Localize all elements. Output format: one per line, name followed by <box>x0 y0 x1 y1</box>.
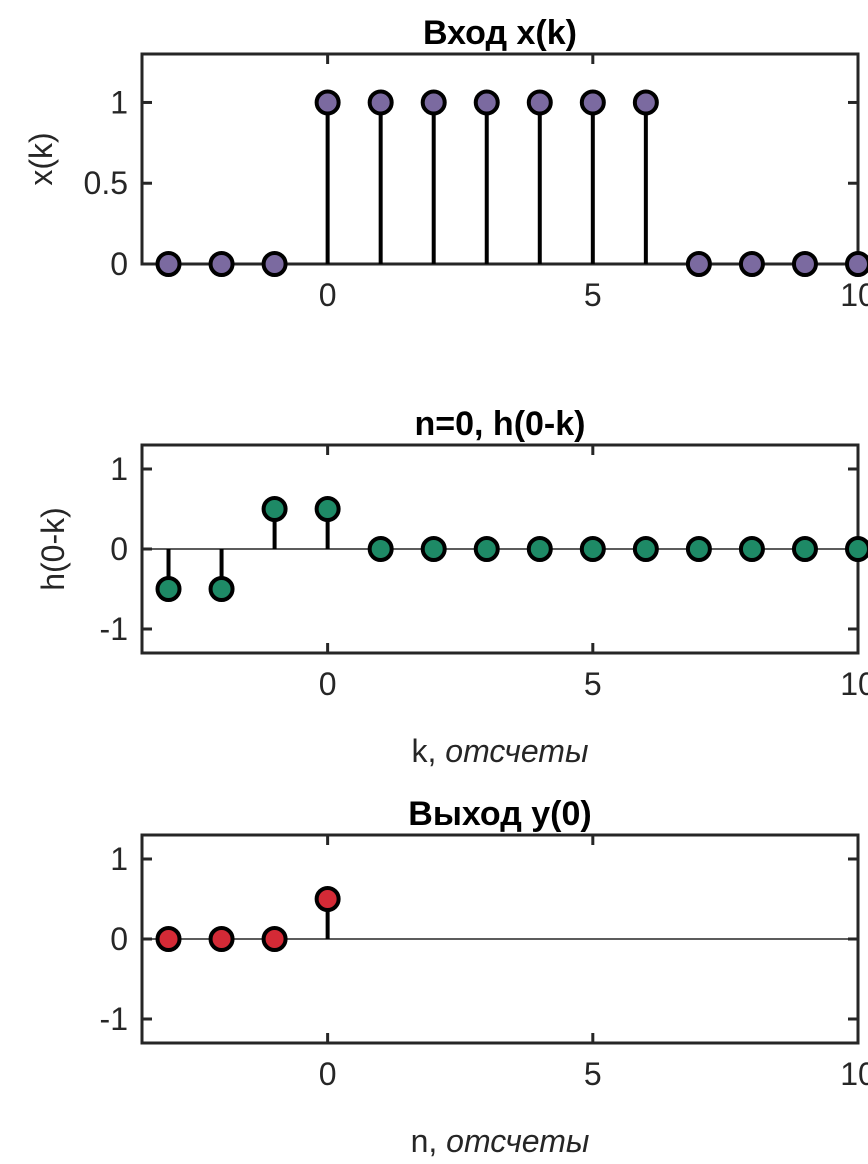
x-tick-label: 5 <box>584 277 602 313</box>
chart-title: Вход x(k) <box>423 14 577 52</box>
plot-area <box>140 52 860 266</box>
stem-marker <box>367 89 394 116</box>
stem-marker <box>420 536 447 562</box>
y-tick-label: 1 <box>110 451 128 487</box>
stem-marker <box>579 89 606 116</box>
stem-marker <box>314 89 341 116</box>
y-tick-label: -1 <box>100 611 128 647</box>
chart-panel-2: 0 5 10 -1 0 1 n=0, h(0-k) h(0-k) k, отсчеты <box>35 405 868 769</box>
x-axis-label: k, отсчеты <box>411 733 588 769</box>
stem-marker <box>155 926 182 952</box>
stem-marker <box>420 89 447 116</box>
stem-marker <box>208 251 235 277</box>
stem-marker <box>261 926 288 952</box>
x-axis-label-unit: отсчеты <box>446 1123 589 1159</box>
stem-marker <box>208 576 235 602</box>
stem-marker <box>155 251 182 277</box>
y-tick-label: 1 <box>110 84 128 120</box>
x-tick-label: 0 <box>319 666 337 702</box>
stem-marker <box>579 536 606 562</box>
x-axis-label-unit: отсчеты <box>445 733 588 769</box>
stem-marker <box>632 536 659 562</box>
stem-marker <box>261 496 288 522</box>
stem-marker <box>738 536 765 562</box>
stem-marker <box>473 89 500 116</box>
stem-marker <box>685 251 712 277</box>
stem-marker <box>845 251 868 277</box>
x-axis-label-variable: k, <box>411 733 445 769</box>
stem-marker <box>791 536 818 562</box>
stem-marker <box>791 251 818 277</box>
y-tick-label: -1 <box>100 1001 128 1037</box>
x-tick-label: 0 <box>319 277 337 313</box>
y-axis-label: h(0-k) <box>35 507 71 591</box>
stem-marker <box>526 89 553 116</box>
x-tick-label: 10 <box>840 1056 868 1092</box>
stem-marker <box>261 251 288 277</box>
y-tick-label: 0 <box>110 246 128 282</box>
stem-marker <box>367 536 394 562</box>
stem-marker <box>526 536 553 562</box>
y-tick-label: 0 <box>110 531 128 567</box>
stem-marker <box>208 926 235 952</box>
stem-marker <box>685 536 712 562</box>
stem-marker <box>314 496 341 522</box>
x-tick-label: 5 <box>584 1056 602 1092</box>
y-tick-label: 0.5 <box>84 165 128 201</box>
chart-title: n=0, h(0-k) <box>415 405 586 443</box>
x-tick-label: 10 <box>840 666 868 702</box>
stem-marker <box>473 536 500 562</box>
x-axis-label: n, отсчеты <box>411 1123 590 1159</box>
x-axis-label-variable: n, <box>411 1123 447 1159</box>
chart-panel-1: 0 5 10 0 0.5 1 Вход x(k) x(k) <box>23 14 868 313</box>
stem-marker <box>314 886 341 912</box>
stem-marker <box>632 89 659 116</box>
chart-panel-3: 0 5 10 -1 0 1 Выход y(0) n, отсчеты <box>100 795 868 1159</box>
stem-marker <box>738 251 765 277</box>
y-tick-label: 0 <box>110 921 128 957</box>
x-tick-label: 0 <box>319 1056 337 1092</box>
stem-marker <box>155 576 182 602</box>
x-tick-label: 10 <box>840 277 868 313</box>
y-tick-label: 1 <box>110 841 128 877</box>
x-tick-label: 5 <box>584 666 602 702</box>
stem-marker <box>845 536 868 562</box>
chart-title: Выход y(0) <box>408 795 591 833</box>
y-axis-label: x(k) <box>23 132 59 185</box>
